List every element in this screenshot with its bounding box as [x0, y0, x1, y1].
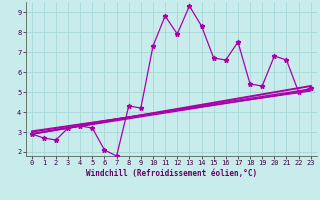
X-axis label: Windchill (Refroidissement éolien,°C): Windchill (Refroidissement éolien,°C) — [86, 169, 257, 178]
